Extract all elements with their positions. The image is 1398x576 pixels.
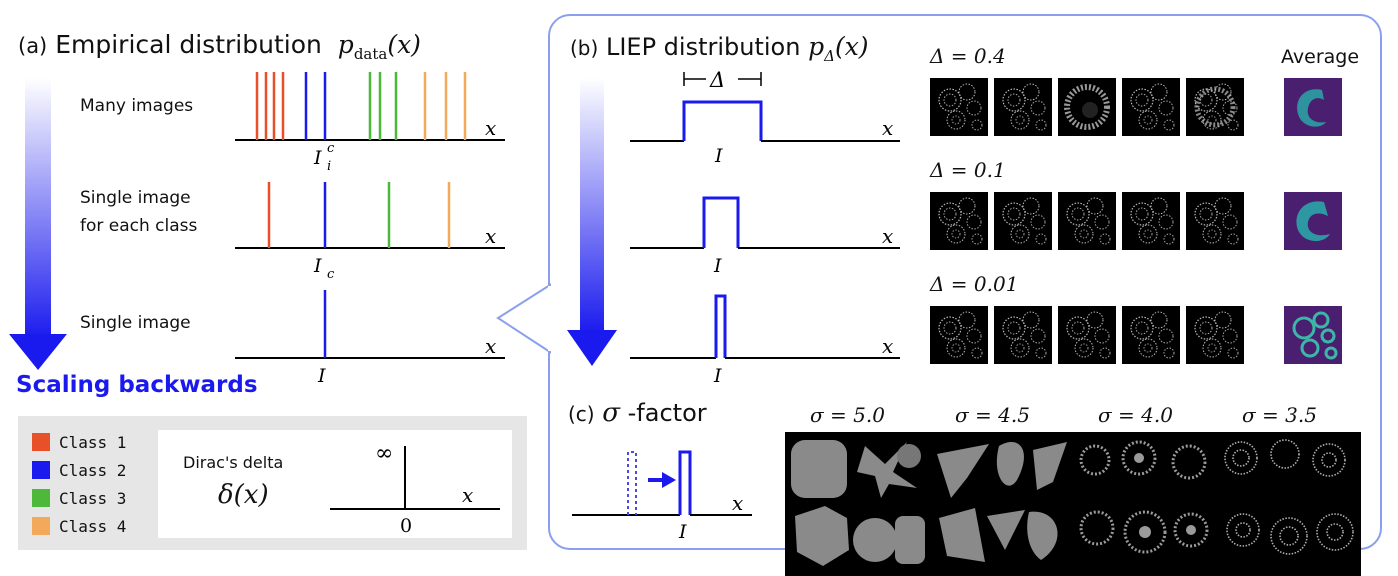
- legend-item-2: Class 2: [32, 459, 126, 481]
- label-Ic-sub: c: [327, 267, 335, 282]
- label-Ici-sub: i: [327, 159, 331, 174]
- axis-x-b1: x: [882, 116, 893, 140]
- thumb-r2-2: [994, 192, 1052, 250]
- legend-swatch-3: [32, 489, 50, 507]
- thumb-r3-5: [1186, 306, 1244, 364]
- thumb-r2-1: [930, 192, 988, 250]
- thumb-r2-4: [1122, 192, 1180, 250]
- sigma-label-3: σ = 4.0: [1098, 403, 1173, 427]
- thumb-r1-1: [930, 78, 988, 136]
- thumb-r3-1: [930, 306, 988, 364]
- label-I-c: I: [678, 521, 687, 540]
- row-label-single: Single image: [80, 313, 191, 333]
- panel-b-plots: Δ x I x I x I: [630, 66, 900, 387]
- label-Ici: I: [313, 147, 322, 169]
- average-r3: [1284, 306, 1342, 364]
- row-label-many: Many images: [80, 96, 194, 116]
- label-Ic: I: [313, 255, 322, 277]
- panel-a-label: (a): [18, 34, 48, 58]
- panel-b-math: pΔ(x): [808, 32, 869, 65]
- sigma-image-1: [785, 432, 929, 576]
- average-r1: [1284, 78, 1342, 136]
- thumb-r1-3: [1058, 78, 1116, 136]
- legend-swatch-2: [32, 461, 50, 479]
- label-I-b1: I: [714, 145, 723, 167]
- delta-label-3: Δ = 0.01: [930, 272, 1019, 296]
- thumb-r1-4: [1122, 78, 1180, 136]
- label-Ici-sup: c: [327, 141, 335, 156]
- label-I: I: [317, 365, 326, 387]
- rect-plot-3: x I: [630, 294, 900, 387]
- panel-a-math: pdata(x): [337, 30, 421, 63]
- plot-many-images: x I i c: [235, 72, 505, 174]
- axis-x-c: x: [732, 491, 743, 515]
- panel-c-label: (c): [568, 402, 595, 426]
- infinity-label: ∞: [375, 441, 393, 466]
- sigma-label-1: σ = 5.0: [810, 403, 885, 427]
- row-label-single-class-1: Single image: [80, 188, 191, 208]
- thumb-r3-2: [994, 306, 1052, 364]
- rect-plot-1: Δ x I: [630, 66, 900, 167]
- panel-b-arrow-shaft: [580, 78, 604, 334]
- panel-c-title-text: -factor: [627, 399, 707, 427]
- label-I-b2: I: [713, 255, 722, 277]
- dirac-title: Dirac's delta: [183, 453, 284, 472]
- dirac-math: δ(x): [218, 480, 269, 510]
- panel-b-title: (b) LIEP distribution pΔ(x): [570, 32, 869, 65]
- sigma-label-2: σ = 4.5: [955, 403, 1030, 427]
- sigma-image-4: [1217, 432, 1361, 576]
- legend-label-1: Class 1: [59, 432, 127, 452]
- thumb-r1-2: [994, 78, 1052, 136]
- delta-label-2: Δ = 0.1: [930, 158, 1006, 182]
- legend-label-4: Class 4: [59, 516, 127, 536]
- legend-swatch-4: [32, 517, 50, 535]
- panel-c-plot: x I: [572, 450, 752, 540]
- panel-a-title: (a) Empirical distribution pdata(x): [18, 30, 421, 63]
- thumb-r2-3: [1058, 192, 1116, 250]
- dirac-plot: ∞ 0 x: [330, 441, 500, 537]
- legend-item-1: Class 1: [32, 431, 126, 453]
- axis-x-a1: x: [485, 116, 496, 140]
- panel-a-plots: x I i c x I c x I: [235, 72, 505, 387]
- sigma-image-3: [1073, 432, 1217, 576]
- rect-plot-2: x I: [630, 196, 900, 277]
- panel-c-sigma: σ: [602, 398, 620, 428]
- legend-item-4: Class 4: [32, 515, 126, 537]
- legend-label-2: Class 2: [59, 460, 127, 480]
- legend-item-3: Class 3: [32, 487, 126, 509]
- average-r2: [1284, 192, 1342, 250]
- plot-single-class: x I c: [235, 182, 505, 282]
- panel-b-label: (b): [570, 36, 599, 60]
- thumb-r3-4: [1122, 306, 1180, 364]
- dirac-box: [158, 430, 512, 538]
- delta-label-1: Δ = 0.4: [930, 44, 1006, 68]
- axis-x-b2: x: [882, 224, 893, 248]
- average-label: Average: [1281, 46, 1360, 68]
- row-label-single-class-2: for each class: [80, 216, 198, 236]
- thumb-r3-3: [1058, 306, 1116, 364]
- panel-b-title-text: LIEP distribution: [605, 33, 801, 61]
- panel-c-title: (c) σ -factor: [568, 398, 707, 428]
- axis-x-b3: x: [882, 334, 893, 358]
- callout-pointer: [496, 283, 552, 354]
- dirac-x-label: x: [462, 483, 473, 507]
- sigma-label-4: σ = 3.5: [1242, 403, 1317, 427]
- thumb-r1-5: [1186, 78, 1244, 136]
- zero-label: 0: [400, 515, 412, 537]
- delta-width-label: Δ: [709, 68, 725, 92]
- plot-single-image: x I: [235, 290, 505, 387]
- sigma-image-2: [929, 432, 1073, 576]
- scaling-arrow-shaft: [25, 78, 51, 340]
- scaling-backwards-text: Scaling backwards: [16, 372, 258, 398]
- panel-b-arrow-head: [567, 330, 617, 366]
- label-I-b3: I: [713, 365, 722, 387]
- axis-x-a2: x: [485, 224, 496, 248]
- panel-a-title-text: Empirical distribution: [55, 30, 322, 59]
- legend-swatch-1: [32, 433, 50, 451]
- axis-x-a3: x: [485, 334, 496, 358]
- legend-label-3: Class 3: [59, 488, 127, 508]
- thumb-r2-5: [1186, 192, 1244, 250]
- scaling-arrow-head: [9, 334, 67, 370]
